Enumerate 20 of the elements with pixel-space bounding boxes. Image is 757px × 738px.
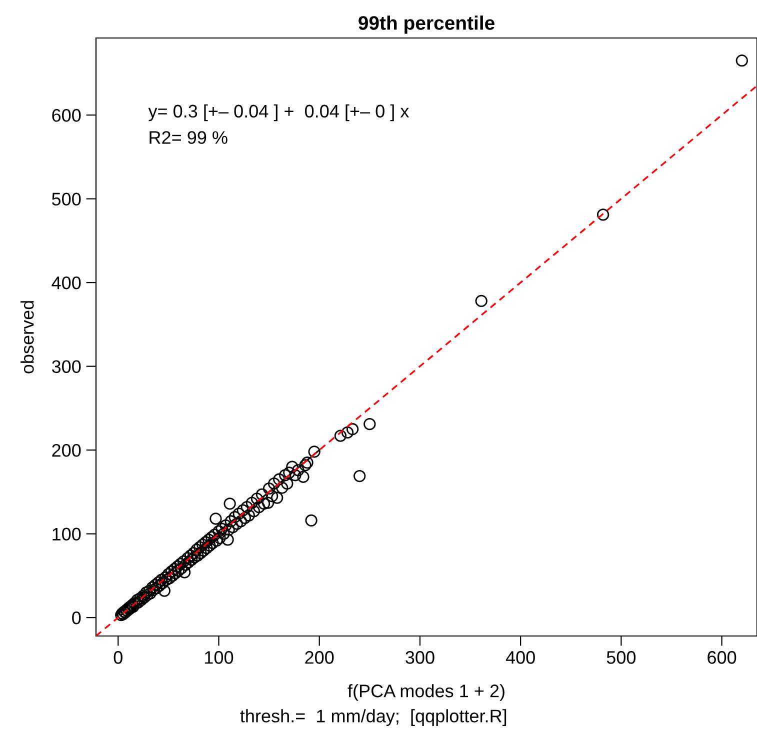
x-tick-label: 200 [305, 651, 334, 664]
x-tick-label: 600 [708, 651, 736, 664]
annotation: y= 0.3 [+– 0.04 ] + 0.04 [+– 0 ] x [148, 104, 410, 122]
text: thresh.= 1 mm/day; [qqplotter.R] [240, 709, 506, 726]
y-tick-label: 0 [72, 612, 81, 624]
x-tick-label: 0 [114, 651, 122, 664]
y-tick-label: 200 [52, 444, 81, 457]
x-tick-label: 500 [606, 651, 636, 664]
x-tick-label: 300 [406, 651, 434, 664]
x-tick-label: 100 [205, 651, 234, 664]
x-axis-title: f(PCA modes 1 + 2) [348, 684, 504, 701]
y-tick-label: 300 [52, 360, 81, 374]
annotation: R2= 99 % [150, 131, 228, 144]
y-tick-label: 400 [52, 276, 81, 290]
x-tick-label: 400 [506, 651, 535, 664]
y-axis-title: observed [20, 301, 34, 374]
chart-title: 99th percentile [358, 16, 494, 34]
y-tick-label: 100 [52, 528, 81, 541]
y-tick-label: 500 [52, 192, 81, 206]
y-tick-label: 600 [52, 108, 81, 122]
